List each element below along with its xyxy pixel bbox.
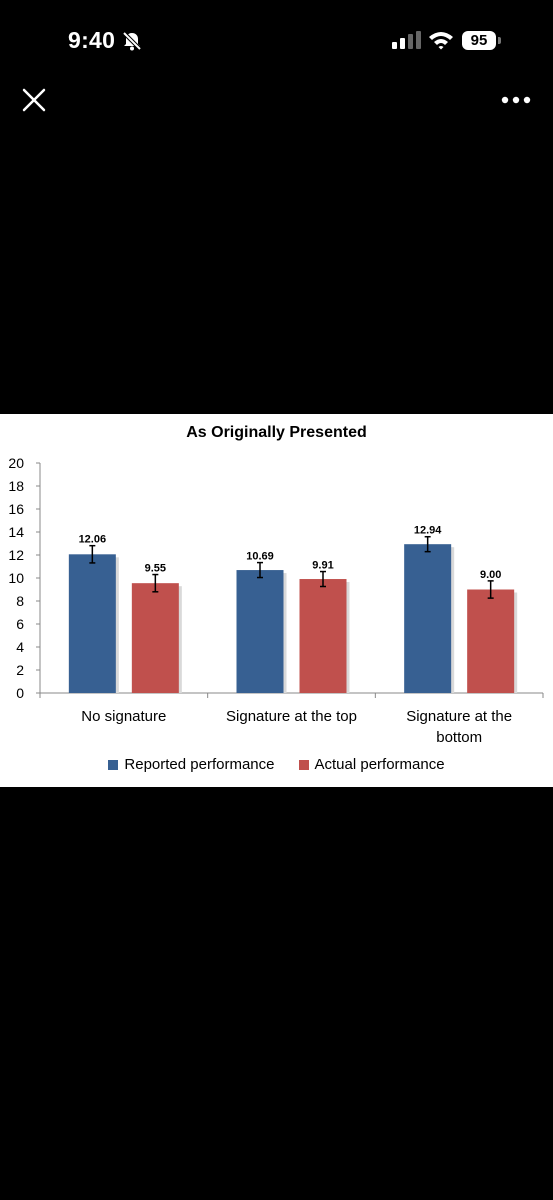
battery-icon: 95 [462, 31, 502, 50]
data-label: 9.00 [480, 569, 501, 581]
data-label: 12.06 [79, 534, 107, 546]
legend-label-actual: Actual performance [314, 756, 445, 773]
more-horizontal-icon[interactable] [496, 90, 536, 110]
cellular-signal-icon [392, 31, 421, 49]
legend-label-reported: Reported performance [124, 756, 275, 773]
x-category-label: Signature at the top [226, 708, 357, 725]
chart-title: As Originally Presented [186, 424, 367, 441]
status-time: 9:40 [68, 27, 116, 53]
y-tick-label: 6 [16, 616, 24, 632]
y-tick-label: 10 [8, 570, 24, 586]
battery-tip [498, 37, 501, 44]
y-tick-label: 2 [16, 662, 24, 678]
x-category-label: No signature [81, 708, 166, 725]
bar-reported [404, 544, 452, 693]
y-tick-label: 4 [16, 639, 24, 655]
wifi-icon [429, 32, 453, 50]
data-label: 9.91 [312, 560, 333, 572]
bar-actual [131, 583, 179, 693]
legend-swatch-reported [108, 759, 119, 770]
bar-reported [236, 570, 284, 693]
y-tick-label: 8 [16, 593, 24, 609]
bar-actual [467, 589, 515, 693]
data-label: 9.55 [145, 563, 166, 575]
battery-level: 95 [470, 32, 488, 49]
close-icon[interactable] [20, 86, 48, 114]
data-label: 10.69 [246, 551, 274, 563]
data-label: 12.94 [414, 525, 442, 537]
legend-item-actual: Actual performance [298, 756, 445, 773]
bar-reported [68, 554, 116, 693]
bell-muted-icon [122, 31, 142, 51]
x-category-label: bottom [436, 729, 482, 746]
legend-swatch-actual [298, 759, 309, 770]
x-category-label: Signature at the [406, 708, 512, 725]
bar-actual [299, 579, 347, 693]
bar-chart: 0 2 4 6 8 10 12 14 16 18 20 12.06 9.55 No signature 10… [8, 455, 544, 746]
chart-panel: As Originally Presented 0 2 4 6 8 10 12 14 16 18 2… [0, 414, 553, 787]
chart-legend: Reported performance Actual performance [0, 756, 553, 773]
status-bar: 9:40 95 [0, 0, 553, 80]
y-tick-label: 16 [8, 501, 24, 517]
y-tick-label: 0 [16, 685, 24, 701]
battery-body [462, 31, 496, 50]
y-tick-label: 20 [8, 455, 24, 471]
y-tick-label: 18 [8, 478, 24, 494]
y-tick-label: 12 [8, 547, 24, 563]
legend-item-reported: Reported performance [108, 756, 275, 773]
y-tick-label: 14 [8, 524, 24, 540]
